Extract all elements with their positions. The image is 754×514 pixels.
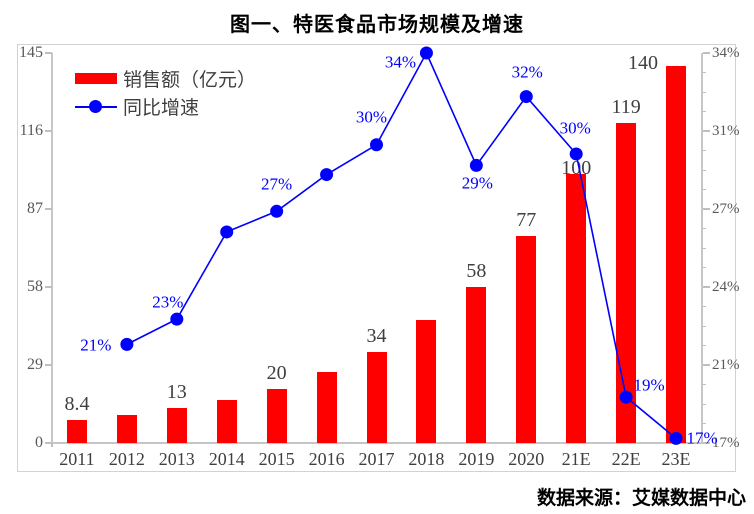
growth-value-label: 17% xyxy=(686,428,718,448)
bar-2014 xyxy=(216,399,237,443)
x-axis-label: 2020 xyxy=(508,449,545,469)
right-axis-tick xyxy=(703,130,710,132)
bar-2018 xyxy=(416,320,437,443)
bar-2020 xyxy=(516,235,537,443)
growth-value-label: 34% xyxy=(384,52,417,72)
bar-2011 xyxy=(66,420,87,443)
right-axis-minor-tick xyxy=(703,189,706,190)
growth-value-label: 30% xyxy=(559,118,591,138)
bar-22E xyxy=(616,122,637,443)
bar-value-label: 58 xyxy=(466,260,487,282)
growth-value-label: 23% xyxy=(152,292,184,312)
right-axis-tick xyxy=(703,364,710,366)
left-axis-tick-label: 0 xyxy=(35,434,43,451)
x-axis-label: 2015 xyxy=(258,449,295,469)
left-axis-tick-label: 116 xyxy=(19,122,43,139)
growth-value-label: 30% xyxy=(355,107,388,127)
bar-value-label: 100 xyxy=(561,157,592,180)
right-axis-tick-label: 17% xyxy=(712,435,740,451)
x-axis-label: 23E xyxy=(661,449,691,469)
right-axis-minor-tick xyxy=(703,325,706,327)
right-axis-tick-label: 24% xyxy=(712,279,740,295)
sales-series-swatch-icon xyxy=(75,72,117,84)
x-axis-label: 21E xyxy=(561,449,591,469)
bar-23E xyxy=(666,66,687,443)
right-axis-minor-tick xyxy=(703,169,706,171)
bar-value-label: 13 xyxy=(166,381,187,404)
left-axis-tick xyxy=(45,442,52,444)
x-axis-label: 2016 xyxy=(308,449,345,469)
right-axis-minor-tick xyxy=(703,247,706,249)
right-axis-minor-tick xyxy=(703,150,706,151)
chart-legend: 销售额（亿元） 同比增速 xyxy=(75,64,256,120)
legend-growth-label: 同比增速 xyxy=(123,97,200,119)
chart-title: 图一、特医食品市场规模及增速 xyxy=(230,14,524,36)
x-axis-label: 2014 xyxy=(208,449,245,469)
left-axis-tick xyxy=(45,52,52,54)
bar-value-label: 140 xyxy=(628,52,659,75)
right-axis-tick xyxy=(703,442,710,444)
legend-item-sales: 销售额（亿元） xyxy=(75,64,256,92)
x-axis-label: 2018 xyxy=(408,449,445,469)
right-axis-tick-label: 34% xyxy=(712,45,740,61)
right-axis-tick-label: 31% xyxy=(712,123,740,139)
right-axis-tick xyxy=(703,208,710,210)
right-axis-minor-tick xyxy=(703,345,706,346)
right-axis-minor-tick xyxy=(703,306,706,307)
bar-2017 xyxy=(366,351,387,443)
growth-value-label: 27% xyxy=(261,174,293,194)
bar-2015 xyxy=(266,389,287,443)
growth-value-label: 29% xyxy=(461,173,493,193)
x-axis-label: 2017 xyxy=(358,449,395,469)
x-axis-line xyxy=(52,442,703,444)
legend-item-growth: 同比增速 xyxy=(75,92,256,120)
x-axis-label: 2011 xyxy=(59,449,95,469)
left-axis-tick-label: 145 xyxy=(19,44,43,61)
left-axis-tick xyxy=(45,364,52,366)
x-axis-label: 2019 xyxy=(458,449,495,469)
x-axis-label: 2012 xyxy=(108,449,145,469)
right-axis-tick xyxy=(703,286,710,288)
right-axis-minor-tick xyxy=(703,91,706,93)
legend-sales-label: 销售额（亿元） xyxy=(123,69,257,91)
bar-2019 xyxy=(466,287,487,443)
right-axis-tick-label: 27% xyxy=(712,201,740,217)
left-axis-tick-label: 29 xyxy=(27,356,43,373)
data-source-caption: 数据来源：艾媒数据中心 xyxy=(536,488,746,509)
right-axis-minor-tick xyxy=(703,72,706,73)
left-axis-tick xyxy=(45,208,52,210)
bar-21E xyxy=(566,174,587,443)
bar-2012 xyxy=(116,415,137,443)
right-axis-tick xyxy=(703,52,710,54)
bar-value-label: 119 xyxy=(611,95,641,118)
bar-value-label: 77 xyxy=(516,208,537,231)
right-axis-minor-tick xyxy=(703,403,706,405)
bar-2013 xyxy=(166,408,187,443)
growth-value-label: 19% xyxy=(633,375,665,395)
left-axis-tick xyxy=(45,130,52,132)
right-axis-minor-tick xyxy=(703,228,706,229)
left-axis-tick-label: 58 xyxy=(27,278,43,295)
growth-value-label: 32% xyxy=(511,62,543,82)
left-axis-line xyxy=(51,53,53,443)
right-axis-minor-tick xyxy=(703,384,706,385)
right-axis-minor-tick xyxy=(703,267,706,268)
x-axis-label: 22E xyxy=(611,449,641,469)
growth-value-label: 21% xyxy=(80,335,112,355)
bar-value-label: 8.4 xyxy=(64,393,90,416)
x-axis-origin-tick xyxy=(51,443,53,447)
right-axis-tick-label: 21% xyxy=(712,357,740,373)
right-axis-line xyxy=(701,53,703,443)
bar-value-label: 34 xyxy=(366,324,387,347)
bar-value-label: 20 xyxy=(266,362,287,385)
left-axis-tick-label: 87 xyxy=(27,200,43,217)
right-axis-minor-tick xyxy=(703,423,706,424)
bar-2016 xyxy=(316,371,337,443)
right-axis-minor-tick xyxy=(703,111,706,112)
growth-series-swatch-icon xyxy=(75,99,117,113)
x-axis-label: 2013 xyxy=(158,449,195,469)
left-axis-tick xyxy=(45,286,52,288)
